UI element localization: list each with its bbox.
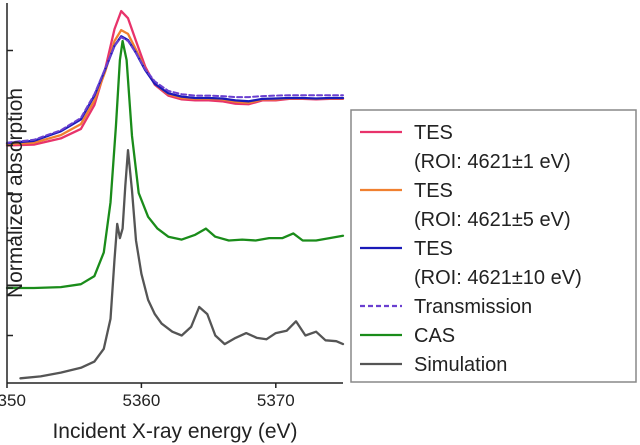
legend-label-4: CAS (414, 325, 455, 347)
series-line-4 (5, 39, 345, 290)
legend-sublabel-0: (ROI: 4621±1 eV) (414, 151, 571, 173)
series-line-3 (6, 36, 344, 144)
legend-label-5: Simulation (414, 354, 507, 376)
series-line-5 (19, 149, 345, 380)
x-tick-label-0: 5350 (0, 391, 26, 410)
legend-sublabel-1: (ROI: 4621±5 eV) (414, 209, 571, 231)
plot-area: 5350 5360 5370 (0, 3, 345, 410)
tick-layer: 5350 5360 5370 (0, 49, 295, 410)
legend-label-3: Transmission (414, 296, 532, 318)
legend: TES (ROI: 4621±1 eV) TES (ROI: 4621±5 eV) TE… (350, 109, 637, 383)
series-line-2 (5, 35, 345, 145)
y-axis-title: Normalized absorption (4, 88, 27, 298)
x-tick-label-1: 5360 (122, 391, 160, 410)
legend-label-0: TES (414, 122, 453, 144)
x-tick-label-2: 5370 (257, 391, 295, 410)
legend-items: TES (ROI: 4621±1 eV) TES (ROI: 4621±5 eV) TE… (360, 122, 582, 376)
legend-sublabel-2: (ROI: 4621±10 eV) (414, 267, 582, 289)
series-line-0 (5, 9, 345, 147)
series-layer (5, 9, 345, 380)
legend-label-1: TES (414, 180, 453, 202)
legend-label-2: TES (414, 238, 453, 260)
series-line-1 (5, 28, 345, 146)
x-axis-title: Incident X-ray energy (eV) (52, 420, 297, 443)
legend-frame (350, 109, 637, 383)
